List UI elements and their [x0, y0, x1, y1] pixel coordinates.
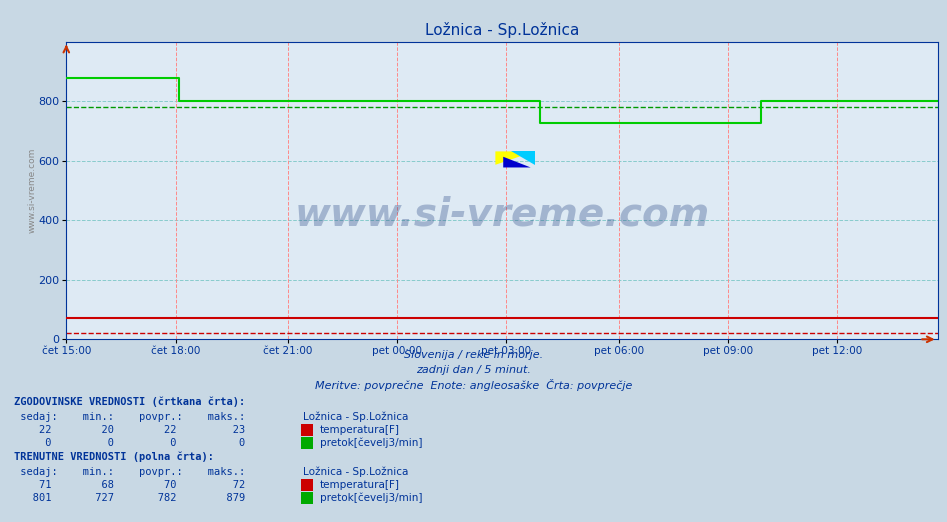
Text: Meritve: povprečne  Enote: angleosaške  Črta: povprečje: Meritve: povprečne Enote: angleosaške Čr…: [314, 379, 633, 391]
Text: www.si-vreme.com: www.si-vreme.com: [295, 195, 709, 233]
Text: pretok[čevelj3/min]: pretok[čevelj3/min]: [320, 493, 422, 503]
Text: 801       727       782        879: 801 727 782 879: [14, 493, 245, 503]
Text: sedaj:    min.:    povpr.:    maks.:: sedaj: min.: povpr.: maks.:: [14, 412, 245, 422]
Y-axis label: www.si-vreme.com: www.si-vreme.com: [27, 148, 37, 233]
Text: temperatura[F]: temperatura[F]: [320, 425, 400, 435]
Text: sedaj:    min.:    povpr.:    maks.:: sedaj: min.: povpr.: maks.:: [14, 467, 245, 477]
Text: Ložnica - Sp.Ložnica: Ložnica - Sp.Ložnica: [303, 412, 408, 422]
Text: zadnji dan / 5 minut.: zadnji dan / 5 minut.: [416, 365, 531, 375]
Polygon shape: [511, 151, 534, 165]
Text: Ložnica - Sp.Ložnica: Ložnica - Sp.Ložnica: [303, 467, 408, 477]
Text: 71        68        70         72: 71 68 70 72: [14, 480, 245, 490]
Text: temperatura[F]: temperatura[F]: [320, 480, 400, 490]
Text: pretok[čevelj3/min]: pretok[čevelj3/min]: [320, 438, 422, 448]
Text: 22        20        22         23: 22 20 22 23: [14, 425, 245, 435]
Text: 0         0         0          0: 0 0 0 0: [14, 438, 245, 448]
Polygon shape: [495, 151, 534, 165]
Text: TRENUTNE VREDNOSTI (polna črta):: TRENUTNE VREDNOSTI (polna črta):: [14, 452, 214, 462]
Title: Ložnica - Sp.Ložnica: Ložnica - Sp.Ložnica: [424, 22, 580, 38]
Text: Slovenija / reke in morje.: Slovenija / reke in morje.: [404, 350, 543, 360]
Polygon shape: [503, 157, 530, 168]
Text: ZGODOVINSKE VREDNOSTI (črtkana črta):: ZGODOVINSKE VREDNOSTI (črtkana črta):: [14, 396, 245, 407]
